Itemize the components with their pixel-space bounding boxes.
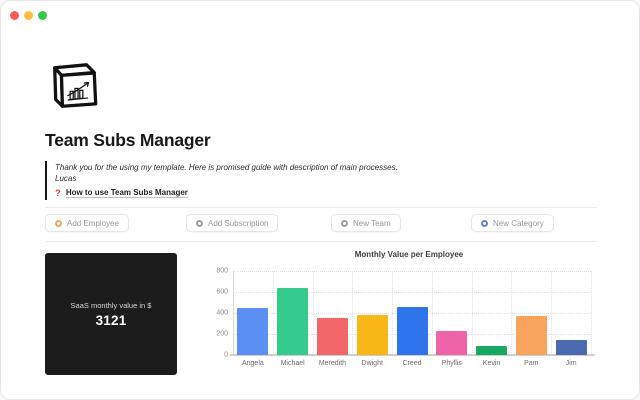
bar-chart: Monthly Value per Employee 0 200 400 600 800… xyxy=(197,247,621,377)
chart-bar-phyllis[interactable] xyxy=(436,330,468,355)
y-axis-tick-label: 600 xyxy=(216,288,228,296)
x-axis-category-label: Jim xyxy=(565,360,577,367)
chart-bar-creed[interactable] xyxy=(396,306,428,355)
gridline xyxy=(233,271,591,272)
button-label: Add Subscription xyxy=(208,218,269,228)
circle-ring-icon xyxy=(341,219,348,227)
quote-text: Thank you for the using my template. Her… xyxy=(55,163,398,172)
y-axis-tick-label: 0 xyxy=(224,351,228,359)
gridline xyxy=(511,271,513,355)
x-axis-category-label: Pam xyxy=(524,360,539,367)
gridline xyxy=(272,271,274,355)
window-minimize-button[interactable] xyxy=(24,11,33,20)
x-axis-category-label: Michael xyxy=(280,360,305,367)
y-axis-tick-label: 400 xyxy=(216,309,228,317)
chart-plot: 0 200 400 600 800 Angela Michael Meredith Dwight… xyxy=(216,268,595,367)
chart-bar-meredith[interactable] xyxy=(316,318,348,355)
window-zoom-button[interactable] xyxy=(38,11,47,20)
add-subscription-button[interactable]: Add Subscription xyxy=(186,214,279,232)
x-axis-category-label: Dwight xyxy=(361,360,383,367)
window-close-button[interactable] xyxy=(10,11,19,20)
button-label: New Team xyxy=(353,218,391,228)
page-icon[interactable] xyxy=(45,60,103,113)
chart-bar-angela[interactable] xyxy=(237,307,269,355)
question-mark-icon: ? xyxy=(55,187,61,199)
chart-bar-dwight[interactable] xyxy=(356,315,388,355)
chart-bar-pam[interactable] xyxy=(515,315,547,355)
x-axis-category-label: Creed xyxy=(402,360,422,367)
gridline xyxy=(392,271,394,355)
new-category-button[interactable]: New Category xyxy=(471,214,554,232)
quote-author: Lucas xyxy=(55,174,77,183)
y-axis-tick-label: 200 xyxy=(216,330,228,338)
chart-title: Monthly Value per Employee xyxy=(354,250,464,259)
divider xyxy=(45,207,597,208)
kpi-value: 3121 xyxy=(95,312,127,328)
circle-ring-icon xyxy=(196,219,203,227)
guide-link-row: ? How to use Team Subs Manager xyxy=(55,188,590,198)
add-employee-button[interactable]: Add Employee xyxy=(45,214,130,232)
button-label: New Category xyxy=(493,218,544,228)
x-axis-line xyxy=(230,354,595,356)
gridline xyxy=(233,292,591,293)
button-label: Add Employee xyxy=(67,218,120,228)
gridline xyxy=(431,271,433,355)
page-title: Team Subs Manager xyxy=(45,130,211,150)
gridline xyxy=(352,271,354,355)
y-axis-line xyxy=(233,271,234,355)
quote-block: Thank you for the using my template. Her… xyxy=(45,161,590,200)
x-axis-category-label: Phyllis xyxy=(441,360,462,367)
chart-bar-jim[interactable] xyxy=(555,339,587,355)
divider xyxy=(45,241,597,242)
cube-chart-icon xyxy=(53,63,98,108)
chart-bar-michael[interactable] xyxy=(277,287,309,355)
x-axis-category-label: Kevin xyxy=(482,360,501,367)
chart-bar-kevin[interactable] xyxy=(476,345,508,355)
kpi-card: SaaS monthly value in $ 3121 xyxy=(45,253,177,375)
x-axis-category-label: Meredith xyxy=(318,360,347,367)
x-axis-category-label: Angela xyxy=(241,360,264,367)
circle-ring-icon xyxy=(481,219,488,227)
new-team-button[interactable]: New Team xyxy=(331,214,401,232)
y-axis-tick-label: 800 xyxy=(216,267,228,275)
guide-page-link[interactable]: How to use Team Subs Manager xyxy=(65,188,188,198)
gridline xyxy=(551,271,553,355)
gridline xyxy=(312,271,314,355)
kpi-label: SaaS monthly value in $ xyxy=(70,300,152,310)
gridline xyxy=(471,271,473,355)
gridline xyxy=(591,271,592,355)
circle-ring-icon xyxy=(55,219,62,227)
